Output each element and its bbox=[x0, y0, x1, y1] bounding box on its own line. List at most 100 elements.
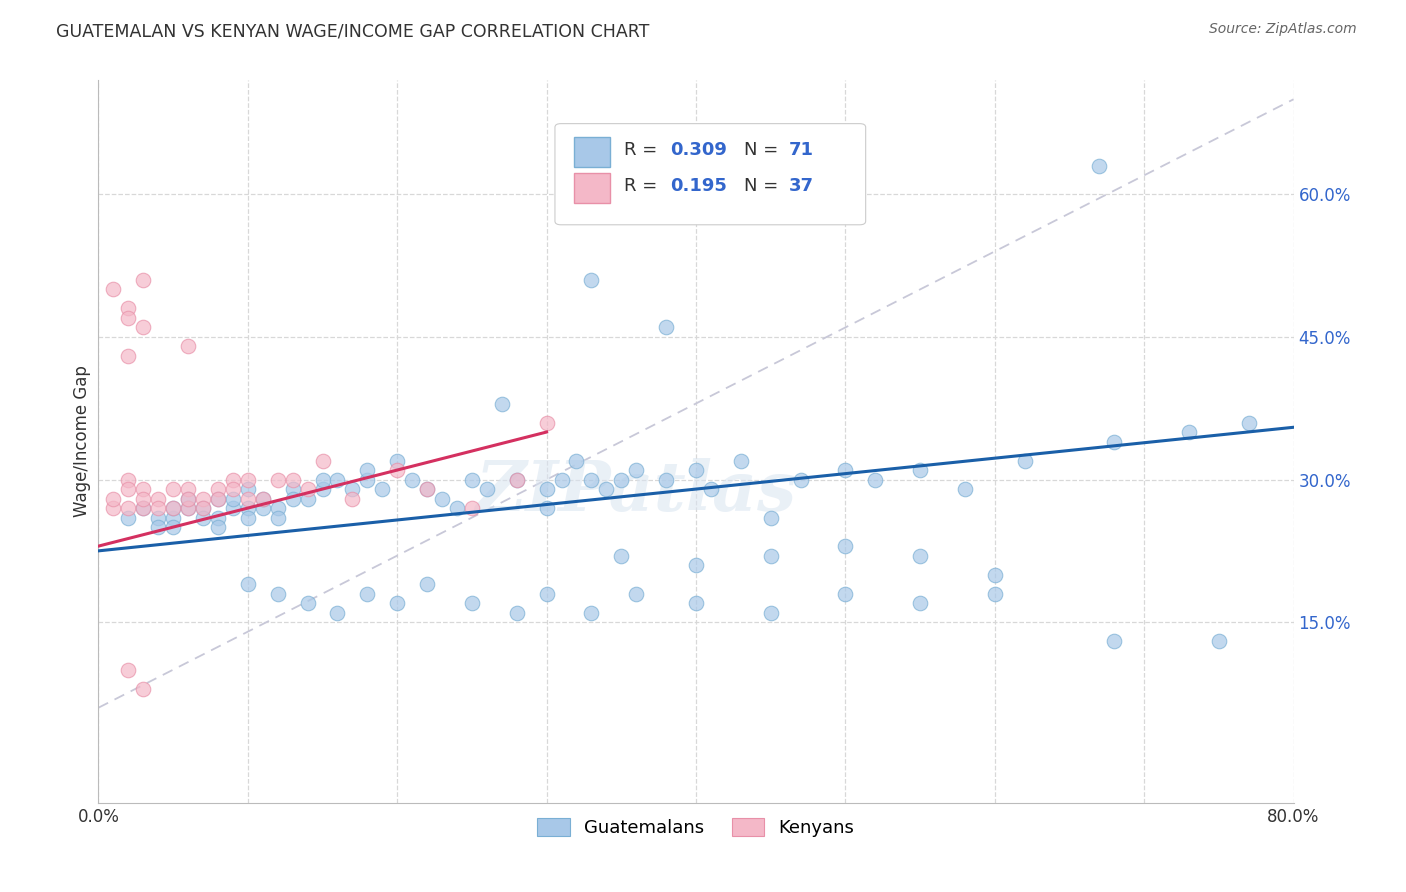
Point bbox=[297, 596, 319, 610]
Point bbox=[132, 482, 155, 496]
Point bbox=[148, 510, 170, 524]
Point bbox=[117, 349, 139, 363]
Point bbox=[865, 473, 887, 487]
Point bbox=[311, 453, 333, 467]
Point bbox=[177, 339, 200, 353]
Text: 0.195: 0.195 bbox=[669, 178, 727, 195]
Point bbox=[281, 473, 304, 487]
Point bbox=[581, 606, 603, 620]
Point bbox=[207, 482, 229, 496]
Point bbox=[311, 473, 333, 487]
Point bbox=[1088, 159, 1111, 173]
Point bbox=[1237, 416, 1260, 430]
Point bbox=[565, 453, 588, 467]
Point bbox=[1178, 425, 1201, 439]
Point bbox=[655, 473, 678, 487]
Point bbox=[1104, 434, 1126, 449]
Point bbox=[177, 491, 200, 506]
Point bbox=[162, 482, 184, 496]
Point bbox=[626, 587, 648, 601]
Point bbox=[117, 310, 139, 325]
Point bbox=[132, 491, 155, 506]
Text: ZIPatlas: ZIPatlas bbox=[475, 458, 797, 526]
Point bbox=[685, 596, 707, 610]
Point bbox=[177, 482, 200, 496]
Point bbox=[506, 606, 529, 620]
Point bbox=[908, 596, 931, 610]
Point bbox=[148, 520, 170, 534]
Point bbox=[491, 396, 513, 410]
Point bbox=[162, 510, 184, 524]
Point bbox=[581, 273, 603, 287]
Point bbox=[759, 606, 782, 620]
Point bbox=[953, 482, 976, 496]
Point bbox=[610, 473, 633, 487]
Point bbox=[117, 301, 139, 316]
Point bbox=[191, 501, 214, 516]
Point bbox=[267, 587, 290, 601]
Point bbox=[536, 482, 558, 496]
Y-axis label: Wage/Income Gap: Wage/Income Gap bbox=[73, 366, 91, 517]
Point bbox=[984, 587, 1007, 601]
Point bbox=[222, 491, 245, 506]
Point bbox=[162, 520, 184, 534]
Point bbox=[267, 473, 290, 487]
Point bbox=[416, 577, 439, 591]
Point bbox=[385, 453, 409, 467]
Point bbox=[132, 501, 155, 516]
Text: Source: ZipAtlas.com: Source: ZipAtlas.com bbox=[1209, 22, 1357, 37]
Point bbox=[207, 520, 229, 534]
FancyBboxPatch shape bbox=[574, 136, 610, 167]
Point bbox=[908, 463, 931, 477]
Point bbox=[177, 501, 200, 516]
Point bbox=[267, 510, 290, 524]
Point bbox=[550, 473, 572, 487]
Point bbox=[162, 501, 184, 516]
Point bbox=[117, 482, 139, 496]
Point bbox=[311, 482, 333, 496]
Point bbox=[461, 596, 484, 610]
Point bbox=[371, 482, 394, 496]
Point bbox=[789, 473, 811, 487]
Point bbox=[759, 549, 782, 563]
Point bbox=[700, 482, 723, 496]
Point bbox=[297, 482, 319, 496]
Legend: Guatemalans, Kenyans: Guatemalans, Kenyans bbox=[530, 811, 862, 845]
Point bbox=[326, 606, 349, 620]
Text: GUATEMALAN VS KENYAN WAGE/INCOME GAP CORRELATION CHART: GUATEMALAN VS KENYAN WAGE/INCOME GAP COR… bbox=[56, 22, 650, 40]
Point bbox=[506, 473, 529, 487]
Point bbox=[342, 482, 364, 496]
Point bbox=[162, 501, 184, 516]
Point bbox=[1104, 634, 1126, 648]
Point bbox=[281, 491, 304, 506]
Point bbox=[177, 501, 200, 516]
Point bbox=[834, 539, 856, 553]
Point bbox=[236, 577, 259, 591]
Point bbox=[834, 463, 856, 477]
Text: R =: R = bbox=[624, 141, 664, 160]
Point bbox=[103, 491, 125, 506]
Point bbox=[610, 549, 633, 563]
Text: N =: N = bbox=[744, 141, 783, 160]
Point bbox=[207, 510, 229, 524]
Point bbox=[267, 501, 290, 516]
Point bbox=[207, 491, 229, 506]
Point bbox=[626, 463, 648, 477]
Point bbox=[730, 453, 752, 467]
Point bbox=[252, 501, 274, 516]
Point bbox=[117, 473, 139, 487]
Point bbox=[685, 558, 707, 573]
Point bbox=[103, 282, 125, 296]
Point bbox=[191, 491, 214, 506]
Point bbox=[385, 463, 409, 477]
Point bbox=[908, 549, 931, 563]
Point bbox=[326, 473, 349, 487]
Point bbox=[207, 491, 229, 506]
Point bbox=[252, 491, 274, 506]
Point bbox=[1208, 634, 1230, 648]
Point bbox=[222, 501, 245, 516]
Point bbox=[401, 473, 423, 487]
Point bbox=[984, 567, 1007, 582]
Point bbox=[506, 473, 529, 487]
Point bbox=[342, 491, 364, 506]
